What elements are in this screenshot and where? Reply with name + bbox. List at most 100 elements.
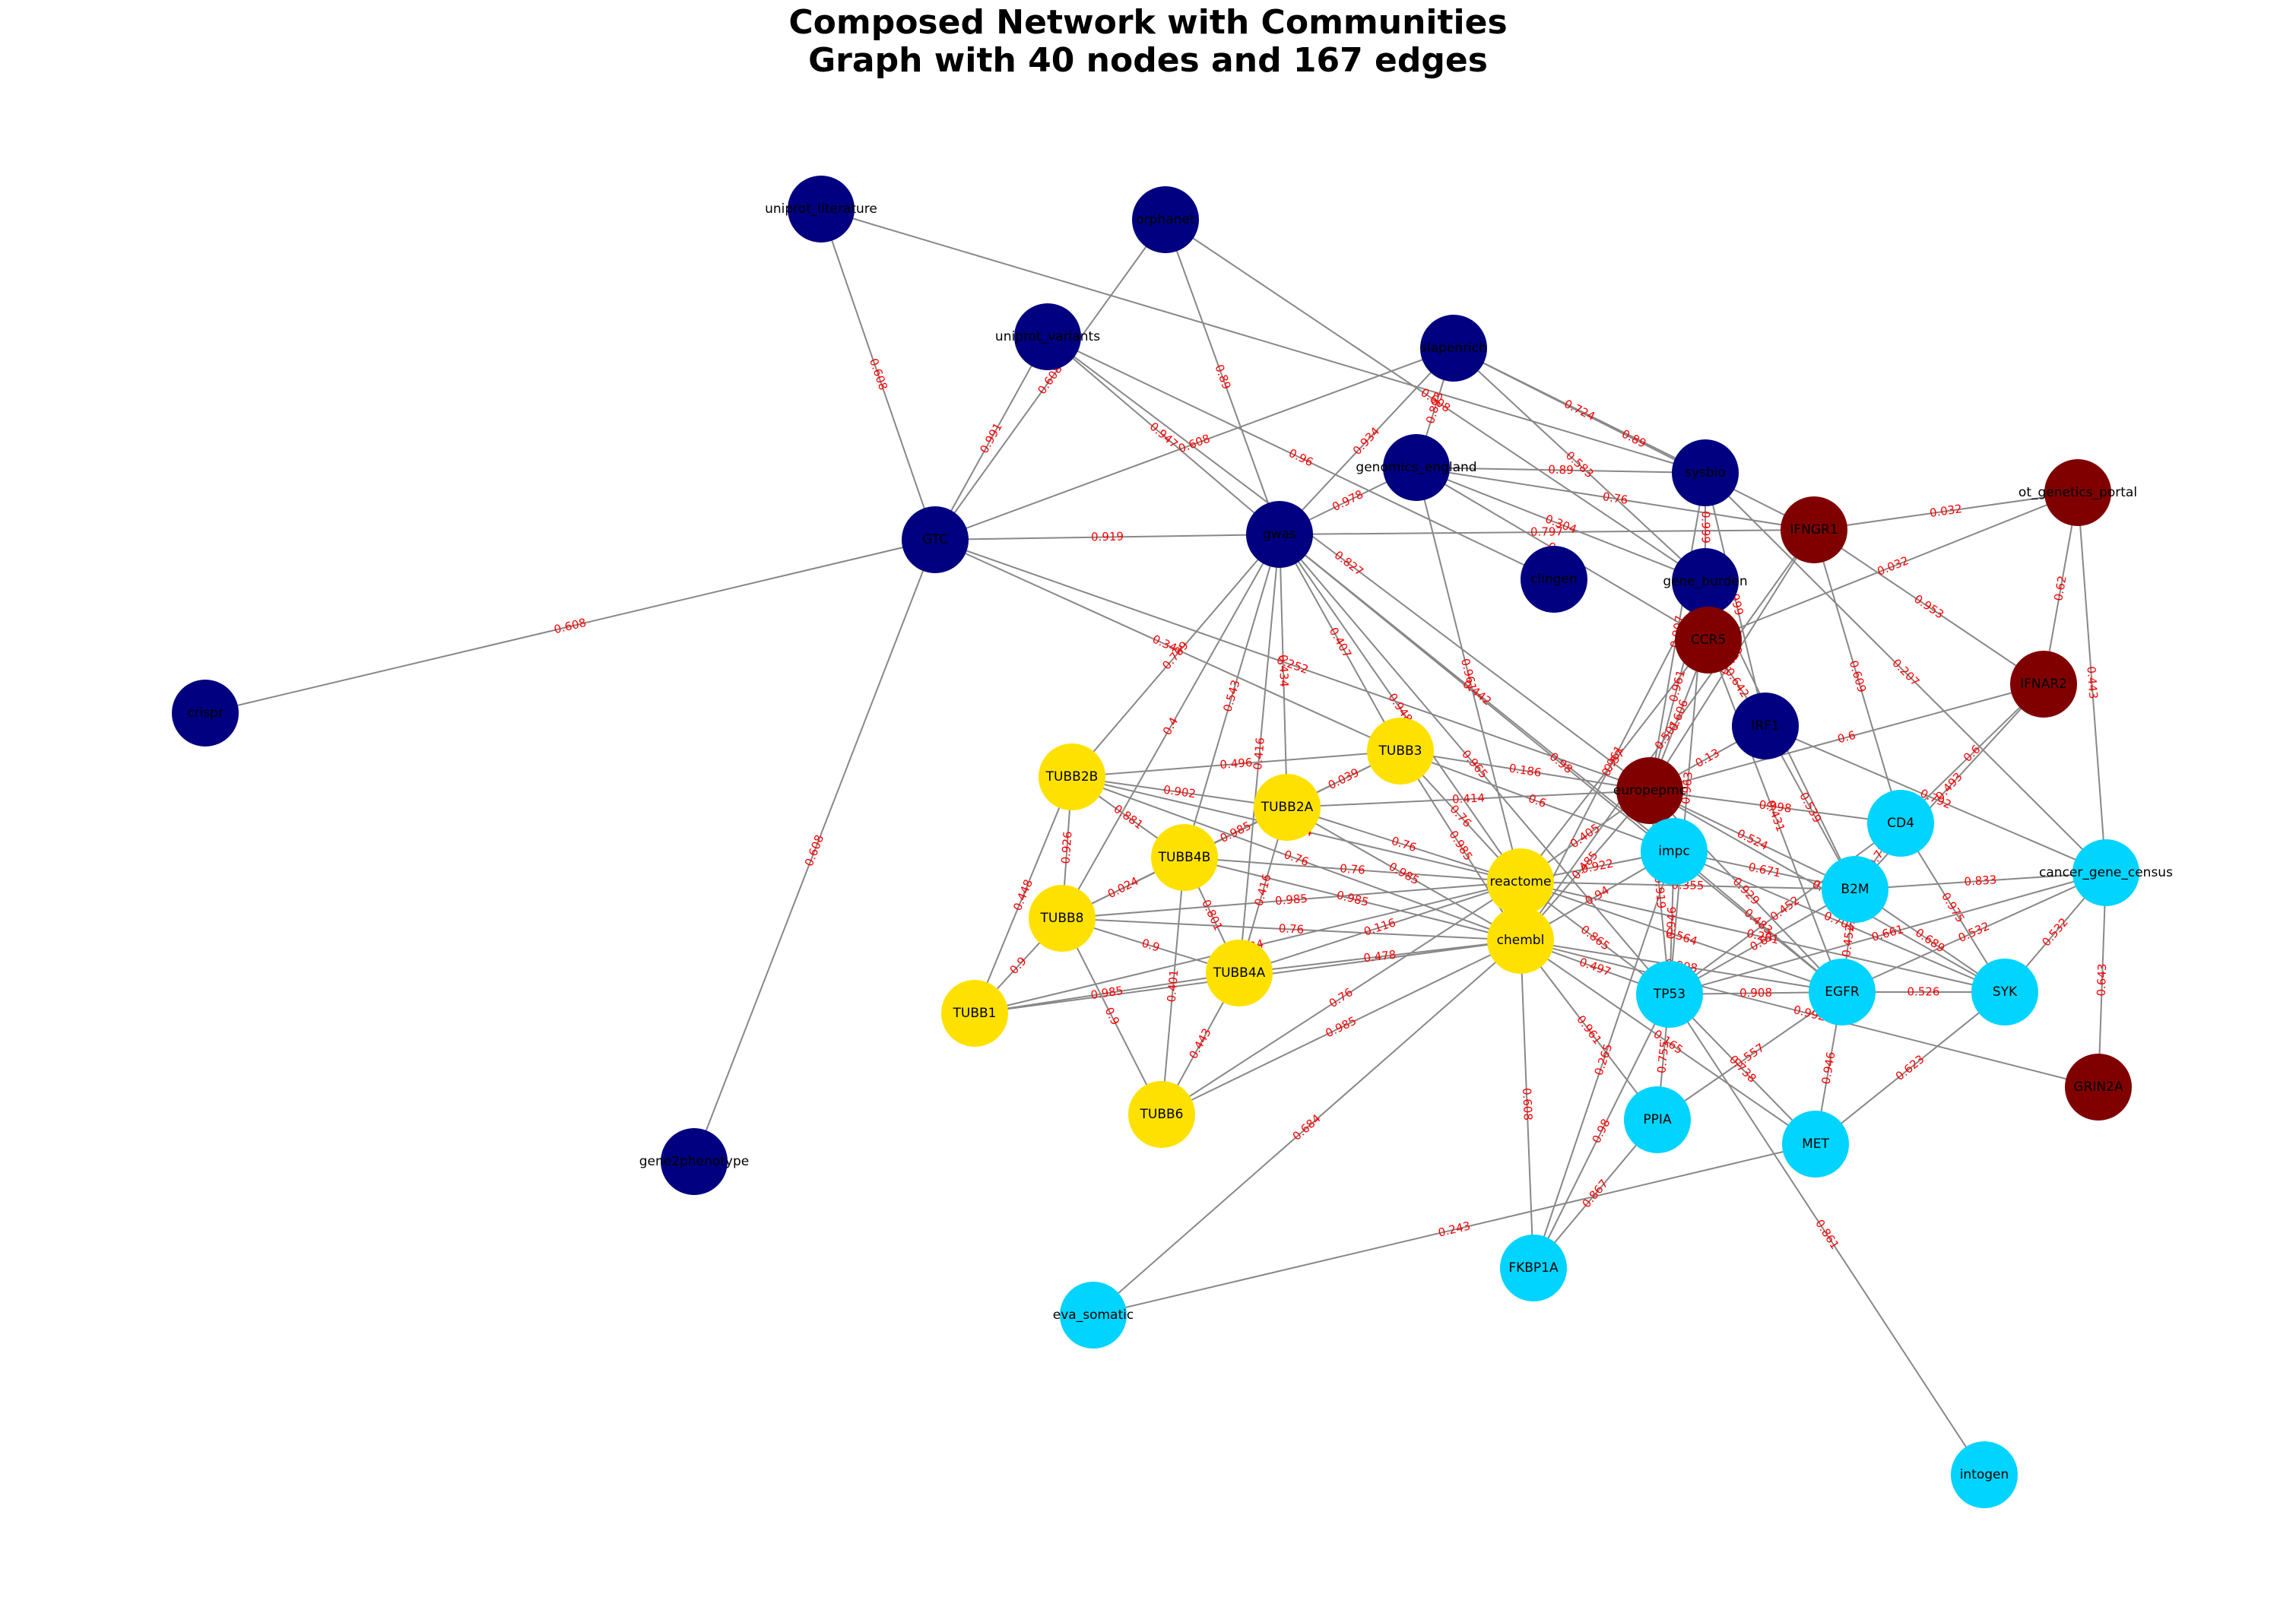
edge-weight-label: 0.414 [1452, 791, 1486, 807]
edge-weight-label: 0.89 [1619, 426, 1648, 450]
node-circle [1521, 546, 1587, 613]
edge-reactome-B2M [1520, 881, 1856, 890]
edge-chembl-eva_somatic [1093, 940, 1521, 1316]
node-circle [1636, 961, 1703, 1028]
node-label: GRIN2A [2073, 1079, 2123, 1095]
node-circle [1420, 315, 1487, 382]
edge-IFNAR2-B2M [1854, 683, 2044, 890]
node-slapenrich: slapenrich [1420, 315, 1487, 382]
edge-weight-label: 0.998 [1758, 797, 1793, 815]
edge-gwas-TUBB3 [1279, 534, 1401, 752]
edge-GTC-TUBB3 [934, 539, 1401, 752]
node-label: SYK [1993, 984, 2018, 1000]
node-uniprot_literature: uniprot_literature [765, 176, 877, 243]
edge-TUBB6-chembl [1161, 940, 1521, 1115]
edge-weight-label: 0.623 [1893, 1052, 1927, 1083]
node-label: TUBB2B [1045, 769, 1099, 785]
edge-weight-label: 0.6 [1527, 791, 1549, 810]
edge-weight-label: 0.926 [1059, 831, 1075, 864]
node-circle [2072, 839, 2139, 906]
node-TUBB3: TUBB3 [1367, 718, 1434, 785]
edge-uniprot_variants-GTC [934, 336, 1048, 540]
edge-weight-label: 0.797 [1530, 525, 1563, 538]
edge-weight-label: 0.76 [1340, 861, 1366, 876]
edge-cancer_gene_census-EGFR [1841, 872, 2107, 993]
edge-weight-label: 0.405 [1568, 821, 1602, 851]
edge-B2M-cancer_gene_census [1854, 872, 2107, 890]
edge-europepmc-TUBB3 [1400, 750, 1651, 791]
edge-IFNGR1-ot_genetics_portal [1813, 492, 2079, 531]
edge-gwas-IFNGR1 [1279, 529, 1815, 535]
node-circle [1672, 439, 1739, 506]
node-circle [1151, 824, 1218, 891]
node-CD4: CD4 [1867, 790, 1934, 857]
edge-reactome-EGFR [1520, 881, 1843, 993]
edge-genomics_england-gene_burden [1416, 467, 1706, 582]
node-label: TP53 [1653, 987, 1686, 1002]
edge-weight-label: 0.946 [1819, 1051, 1838, 1085]
node-MET: MET [1782, 1111, 1849, 1178]
node-CCR5: CCR5 [1675, 607, 1742, 674]
node-IFNAR2: IFNAR2 [2010, 651, 2077, 718]
node-circle [1246, 501, 1313, 568]
node-label: slapenrich [1420, 341, 1487, 356]
nodes-layer: uniprot_literature orphanet uniprot_varian… [172, 176, 2173, 1508]
edge-europepmc-B2M [1649, 790, 1856, 890]
node-circle [1014, 303, 1081, 370]
node-gene_burden: gene_burden [1663, 548, 1748, 615]
node-circle [1867, 790, 1934, 857]
edge-TUBB4A-chembl [1238, 940, 1521, 974]
node-label: genomics_england [1356, 460, 1476, 475]
node-label: FKBP1A [1508, 1260, 1559, 1276]
edge-weight-label: 0.4 [1160, 715, 1181, 737]
node-label: GTC [922, 532, 948, 547]
edge-weight-label: 0.999 [1699, 511, 1713, 544]
node-eva_somatic: eva_somatic [1053, 1282, 1134, 1349]
edge-weight-label: 0.608 [1520, 1088, 1535, 1121]
node-label: PPIA [1643, 1112, 1672, 1127]
edge-gwas-TUBB4B [1184, 534, 1280, 858]
node-circle [1367, 718, 1434, 785]
node-circle [1487, 907, 1554, 974]
figure-subtitle: Graph with 40 nodes and 167 edges [808, 41, 1488, 80]
edge-TP53-FKBP1A [1533, 994, 1670, 1269]
node-circle [1672, 548, 1739, 615]
node-label: CD4 [1887, 816, 1914, 831]
edge-TUBB1-TUBB4A [974, 972, 1240, 1014]
edge-weight-label: 0.865 [1578, 922, 1613, 953]
edge-SYK-MET [1815, 991, 2006, 1145]
node-circle [1254, 774, 1321, 841]
edge-TUBB3-impc [1400, 750, 1675, 852]
edge-weight-label: 0.434 [1276, 655, 1291, 687]
node-crispr: crispr [172, 680, 239, 747]
edge-weight-label: 0.946 [1664, 906, 1679, 939]
node-uniprot_variants: uniprot_variants [995, 303, 1100, 370]
edge-gwas-TP53 [1279, 534, 1670, 995]
edge-weight-label: 0.919 [1651, 876, 1668, 909]
edge-uniprot_variants-clingen [1047, 336, 1555, 580]
edge-weight-label: 0.643 [2095, 963, 2109, 997]
node-label: gwas [1263, 527, 1296, 542]
edge-weight-label: 0.9 [1102, 1005, 1123, 1027]
edge-weight-label: 0.985 [1089, 984, 1124, 1002]
edge-B2M-TP53 [1669, 889, 1856, 995]
edge-slapenrich-gwas [1279, 347, 1454, 535]
edge-weight-label: 0.526 [1908, 985, 1940, 999]
edge-weight-label: 0.76 [1327, 985, 1356, 1010]
edge-CCR5-EGFR [1708, 639, 1843, 993]
edge-weight-label: 0.985 [1446, 828, 1475, 863]
edge-reactome-SYK [1520, 881, 2006, 993]
edge-impc-SYK [1673, 851, 2006, 993]
node-circle [1616, 757, 1683, 824]
edge-TUBB2B-TUBB2A [1071, 776, 1288, 808]
node-TUBB2B: TUBB2B [1039, 743, 1105, 810]
node-circle [1029, 885, 1096, 952]
edge-weight-label: 0.478 [1363, 948, 1397, 965]
node-label: sysbio [1685, 465, 1726, 480]
node-TUBB4B: TUBB4B [1151, 824, 1218, 891]
edge-weight-label: 0.9 [1140, 936, 1162, 954]
node-circle [1951, 1441, 2018, 1508]
edge-TUBB4A-reactome [1238, 881, 1521, 974]
edge-weight-label: 0.89 [1548, 463, 1574, 477]
node-genomics_england: genomics_england [1356, 434, 1477, 501]
